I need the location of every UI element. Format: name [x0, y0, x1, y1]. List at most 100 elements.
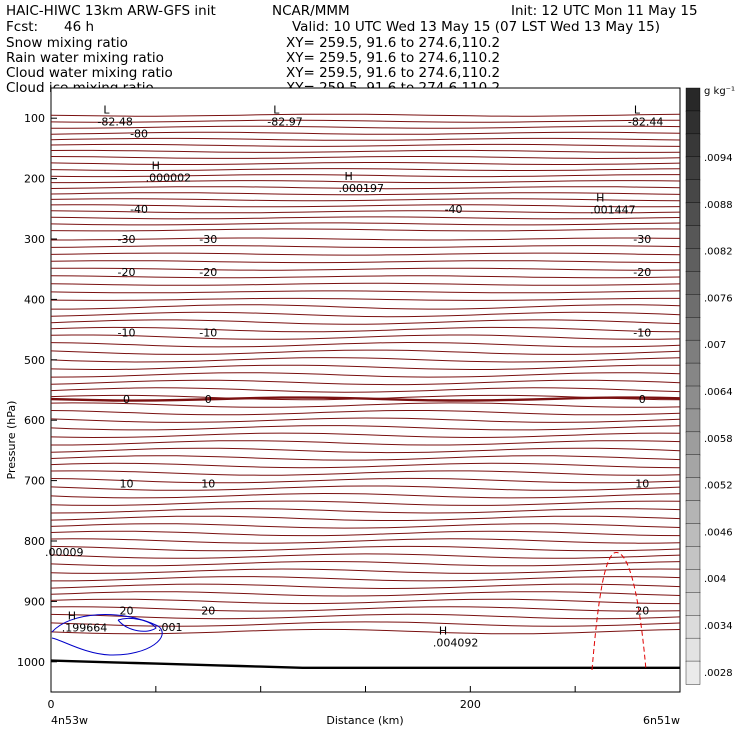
isotherm-label: 10 [635, 478, 649, 491]
extremum-value: -82.44 [628, 115, 663, 128]
isotherm-line [50, 598, 681, 605]
y-tick-label: 900 [24, 595, 45, 608]
isotherm-line [50, 410, 681, 416]
isotherm-label: 10 [201, 478, 215, 491]
isotherm-line [50, 228, 681, 232]
isotherm-line [50, 174, 680, 178]
y-tick-label: 1000 [17, 656, 45, 669]
init-time: Init: 12 UTC Mon 11 May 15 [511, 3, 698, 19]
isotherm-line [50, 628, 681, 635]
colorbar-tick-label: .0028 [704, 668, 733, 679]
isotherm-line [50, 515, 681, 521]
isotherm-line [50, 192, 681, 196]
extremum-value: .00009 [45, 546, 84, 559]
isotherm-line [50, 319, 681, 325]
isotherm-line [50, 477, 681, 484]
extremum-value: .199664 [62, 622, 107, 635]
extremum-value: .000002 [146, 172, 192, 185]
colorbar-swatch [685, 202, 701, 227]
isotherm-line [50, 156, 681, 160]
x-axis-label: Distance (km) [326, 714, 403, 727]
y-tick-label: 700 [24, 475, 45, 488]
isotherm-line [50, 311, 681, 318]
field-name: Snow mixing ratio [6, 35, 128, 51]
isotherm-label: -30 [199, 233, 217, 246]
colorbar-swatch [685, 385, 701, 410]
x-tick-label: 200 [460, 698, 481, 711]
field-name: Rain water mixing ratio [6, 50, 164, 66]
rain-water-contour [591, 552, 647, 671]
isotherm-line [50, 462, 681, 469]
extremum-symbol: H [68, 610, 76, 623]
colorbar-swatch [685, 569, 701, 594]
x-right-endpoint: 6n51w [643, 714, 680, 727]
colorbar-swatch [685, 133, 701, 158]
colorbar-tick-label: .004 [704, 574, 726, 585]
field-name: Cloud water mixing ratio [6, 65, 173, 81]
field-xy-range: XY= 259.5, 91.6 to 274.6,110.2 [286, 35, 500, 51]
isotherm-label: -30 [117, 233, 135, 246]
extremum-value: -82.48 [97, 115, 132, 128]
isotherm-line [50, 267, 681, 271]
isotherm-line [50, 297, 680, 301]
isotherm-line [50, 198, 681, 202]
isotherm-line [50, 613, 681, 620]
colorbar-swatch [685, 500, 701, 525]
x-tick-label: 0 [48, 698, 55, 711]
isotherm-line [50, 447, 681, 454]
colorbar-swatch [685, 271, 701, 296]
extremum-symbol: H [345, 170, 353, 183]
isotherm-line [50, 470, 681, 476]
extremum-value: .004092 [433, 637, 479, 650]
colorbar-swatch [685, 477, 701, 502]
terrain-surface-line [50, 659, 680, 669]
cloud-water-label: .001 [158, 621, 183, 634]
hydrometeor-contours: .001 [51, 552, 647, 671]
colorbar-swatch [685, 294, 701, 318]
x-left-endpoint: 4n53w [51, 714, 88, 727]
forecast-hours: 46 h [64, 19, 94, 35]
y-axis-label: Pressure (hPa) [5, 401, 18, 480]
model-title: HAIC-HIWC 13km ARW-GFS init [6, 3, 216, 19]
colorbar-tick-label: .007 [704, 340, 726, 351]
isotherm-line [50, 372, 681, 378]
isotherm-line [50, 162, 681, 165]
y-tick-label: 600 [24, 414, 45, 427]
isotherm-line [50, 432, 681, 439]
isotherm-line [50, 425, 681, 431]
isotherm-line [50, 553, 681, 559]
isotherm-line [50, 357, 681, 363]
extremum-value: -82.97 [267, 115, 302, 128]
colorbar-tick-label: .0076 [704, 293, 733, 304]
isotherm-line [50, 245, 681, 248]
isotherm-line [50, 583, 681, 590]
isotherm-line [50, 523, 681, 529]
colorbar-swatch [685, 179, 701, 204]
y-tick-label: 300 [24, 233, 45, 246]
isotherm-label: 10 [119, 478, 133, 491]
isotherm-line [50, 402, 681, 408]
colorbar-tick-label: .0034 [704, 621, 733, 632]
colorbar-unit: g kg⁻¹ [704, 86, 735, 97]
isotherm-line [50, 492, 681, 499]
isotherm-line [50, 252, 681, 256]
contour-labels: -80 -40 -40 -30 -30 -30 -20 -20 -20 -10 -10 -10 0 0 0 1… [45, 103, 663, 649]
extremum-value: .001447 [590, 204, 636, 217]
colorbar-swatch [685, 637, 701, 662]
colorbar-tick-label: .0058 [704, 434, 733, 445]
isotherm-line [50, 143, 681, 147]
y-tick-label: 400 [24, 293, 45, 306]
colorbar-swatch [685, 431, 701, 456]
colorbar-swatch [685, 339, 701, 364]
isotherm-label: -40 [130, 203, 148, 216]
colorbar-swatch [685, 110, 701, 135]
isotherm-label: -20 [117, 266, 135, 279]
isotherm-line [50, 282, 681, 286]
isotherm-line [50, 113, 681, 117]
isotherm-line [50, 500, 681, 506]
colorbar-tick-label: .0064 [704, 387, 733, 398]
isotherm-line [50, 530, 681, 537]
cloud-water-contour [117, 617, 157, 632]
isotherm-line [51, 304, 681, 310]
y-tick-label: 800 [24, 535, 45, 548]
